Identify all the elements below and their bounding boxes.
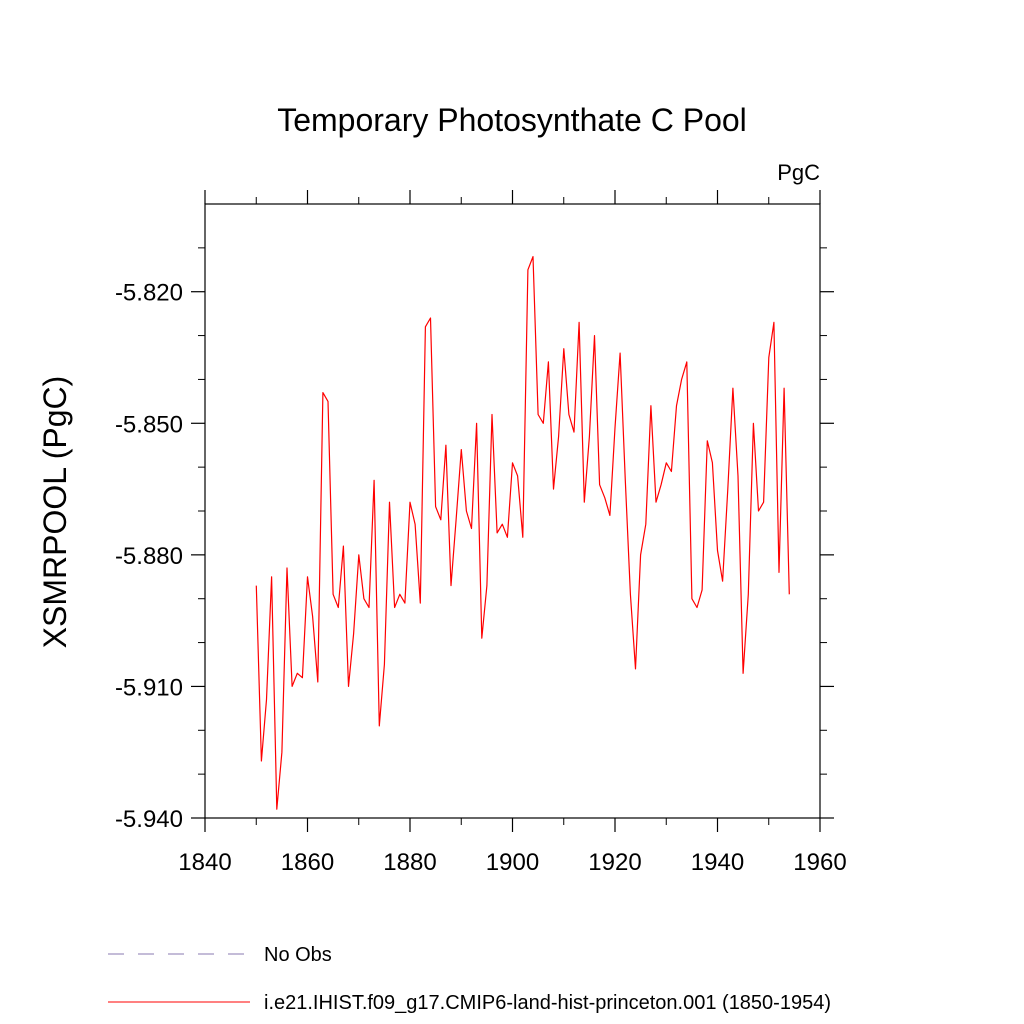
legend-label: i.e21.IHIST.f09_g17.CMIP6-land-hist-prin… — [264, 992, 831, 1014]
y-tick-label: -5.820 — [115, 280, 183, 307]
x-tick-label: 1840 — [178, 849, 231, 876]
x-tick-label: 1900 — [486, 849, 539, 876]
series-layer — [255, 256, 790, 810]
x-tick-label: 1880 — [383, 849, 436, 876]
units-label: PgC — [777, 160, 820, 185]
y-tick-label: -5.940 — [115, 806, 183, 833]
chart-title: Temporary Photosynthate C Pool — [277, 102, 747, 138]
legend-label: No Obs — [264, 944, 332, 966]
legend: No Obs i.e21.IHIST.f09_g17.CMIP6-land-his… — [108, 944, 831, 1014]
series-line — [255, 256, 790, 810]
x-tick-label: 1940 — [691, 849, 744, 876]
plot-frame — [204, 203, 821, 819]
y-tick-label: -5.910 — [115, 674, 183, 701]
x-tick-label: 1860 — [281, 849, 334, 876]
x-tick-label: 1960 — [793, 849, 846, 876]
x-tick-label: 1920 — [588, 849, 641, 876]
y-tick-label: -5.850 — [115, 411, 183, 438]
axis-ticks: 1840 1860 1880 1900 1920 1940 1960 -5.820 -5.850… — [115, 190, 847, 876]
y-tick-label: -5.880 — [115, 543, 183, 570]
y-axis-label: XSMRPOOL (PgC) — [37, 376, 73, 649]
